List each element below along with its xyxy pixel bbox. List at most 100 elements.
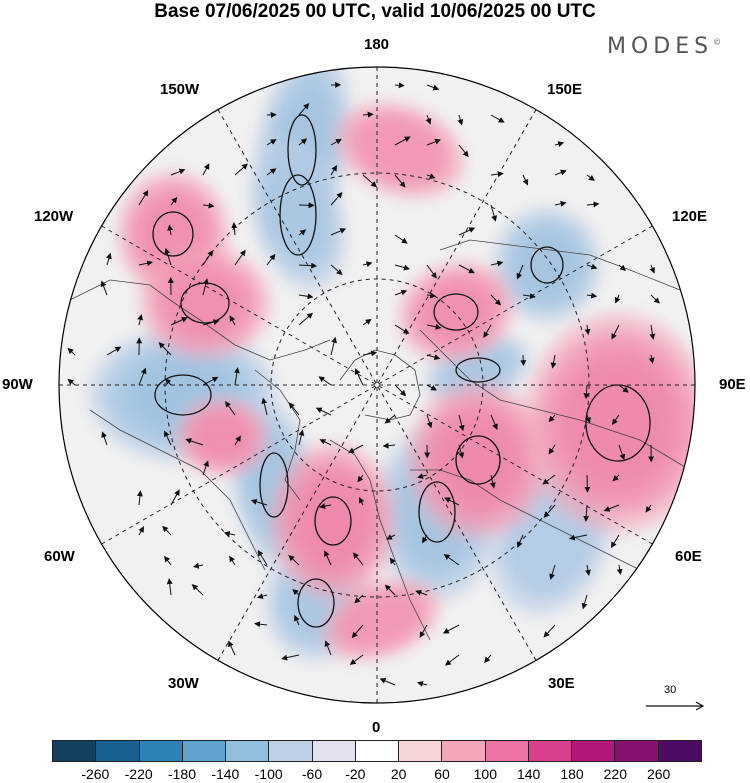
wind-vector bbox=[419, 624, 428, 638]
wind-vector bbox=[426, 292, 437, 299]
wind-vector bbox=[319, 439, 332, 446]
anomaly-shade bbox=[523, 313, 695, 533]
wind-vector bbox=[616, 564, 623, 576]
colorbar-swatch bbox=[442, 741, 486, 761]
wind-vector bbox=[649, 324, 656, 340]
wind-vector bbox=[231, 222, 238, 236]
colorbar-labels: -260 -220 -180 -140 -100 -60 -20 20 60 100 140 180 2… bbox=[0, 766, 750, 782]
wind-vector bbox=[352, 552, 364, 566]
colorbar-swatch bbox=[485, 741, 529, 761]
wind-vector bbox=[298, 429, 305, 446]
wind-vector bbox=[318, 376, 332, 386]
colorbar-swatch bbox=[615, 741, 659, 761]
coastline bbox=[439, 239, 681, 291]
wind-vector bbox=[382, 442, 396, 449]
wind-vector bbox=[490, 294, 502, 306]
lon-label-180: 180 bbox=[364, 36, 390, 53]
wind-vector bbox=[202, 278, 209, 296]
wind-vector bbox=[362, 318, 372, 326]
wind-vector bbox=[330, 138, 342, 146]
wind-vector bbox=[648, 354, 655, 364]
colorbar-swatch bbox=[355, 741, 400, 761]
lon-label-150w: 150W bbox=[160, 81, 200, 98]
wind-vector bbox=[568, 534, 588, 541]
wind-vector bbox=[484, 654, 492, 663]
wind-vector bbox=[100, 280, 108, 296]
wind-vector bbox=[426, 173, 436, 179]
wind-vector bbox=[585, 414, 591, 424]
meridian-line bbox=[217, 109, 537, 661]
wind-vector bbox=[298, 103, 310, 116]
reference-vector-arrow bbox=[646, 701, 705, 711]
wind-vector bbox=[229, 555, 236, 566]
lon-label-90e: 90E bbox=[719, 376, 746, 393]
wind-vector bbox=[101, 431, 108, 446]
wind-vector bbox=[202, 202, 215, 209]
lon-label-60e: 60E bbox=[675, 548, 702, 565]
wind-vector bbox=[106, 346, 122, 356]
meridian-line bbox=[101, 225, 653, 545]
wind-vector bbox=[250, 498, 268, 506]
wind-vector bbox=[426, 323, 442, 330]
lon-label-0: 0 bbox=[372, 719, 381, 736]
wind-vector bbox=[415, 589, 428, 596]
wind-vector bbox=[490, 171, 504, 178]
wind-vector bbox=[164, 247, 172, 266]
wind-vector bbox=[554, 141, 565, 147]
wind-vector bbox=[603, 504, 620, 512]
height-contour bbox=[154, 374, 212, 416]
wind-vector bbox=[191, 584, 204, 596]
meridian-line bbox=[101, 225, 653, 545]
wind-vector bbox=[422, 534, 428, 544]
map-border bbox=[58, 66, 696, 704]
wind-vector bbox=[379, 678, 396, 686]
brand-mark: © bbox=[713, 37, 722, 47]
wind-vector bbox=[349, 654, 364, 665]
wind-vector bbox=[167, 224, 174, 236]
wind-vector bbox=[618, 444, 626, 461]
wind-vector bbox=[202, 376, 219, 386]
colorbar-swatch bbox=[226, 741, 270, 761]
wind-vector bbox=[584, 324, 591, 336]
wind-vector bbox=[202, 163, 210, 176]
wind-vector bbox=[417, 473, 428, 479]
anomaly-shade bbox=[270, 442, 396, 600]
wind-vector bbox=[583, 384, 590, 400]
colorbar-swatch bbox=[312, 741, 356, 761]
colorbar-swatch bbox=[399, 741, 443, 761]
wind-vector bbox=[170, 196, 178, 206]
wind-vector bbox=[138, 189, 149, 206]
wind-vector bbox=[583, 504, 590, 523]
wind-vector bbox=[229, 315, 236, 326]
wind-vector bbox=[362, 261, 373, 267]
wind-vector bbox=[158, 342, 172, 356]
wind-vector bbox=[330, 336, 337, 356]
wind-vector bbox=[581, 594, 588, 610]
coastline bbox=[339, 349, 421, 421]
coastline bbox=[89, 409, 266, 571]
wind-vector bbox=[254, 621, 268, 628]
wind-vector bbox=[610, 534, 620, 549]
wind-vector bbox=[298, 138, 308, 146]
height-contour bbox=[433, 293, 479, 331]
height-contour bbox=[279, 174, 317, 256]
colorbar-tick-label: -60 bbox=[301, 766, 323, 782]
wind-vector bbox=[444, 654, 460, 666]
wind-vector bbox=[389, 557, 396, 566]
wind-vector bbox=[550, 354, 557, 369]
wind-vector bbox=[458, 144, 469, 158]
colorbar-tick-label: -180 bbox=[167, 766, 197, 782]
wind-vector bbox=[136, 490, 143, 506]
wind-vector bbox=[522, 293, 536, 300]
wind-vector bbox=[426, 138, 441, 146]
brand-text: MODES bbox=[607, 34, 714, 59]
colorbar-swatch bbox=[96, 741, 140, 761]
wind-vector bbox=[261, 397, 268, 416]
colorbar-tick-label: -260 bbox=[81, 766, 110, 782]
colorbar-tick-label: -220 bbox=[124, 766, 153, 782]
wind-vector bbox=[394, 324, 410, 334]
wind-vector bbox=[202, 460, 209, 476]
wind-vector bbox=[298, 312, 314, 326]
anomaly-field bbox=[87, 67, 695, 663]
wind-vector bbox=[164, 555, 172, 566]
